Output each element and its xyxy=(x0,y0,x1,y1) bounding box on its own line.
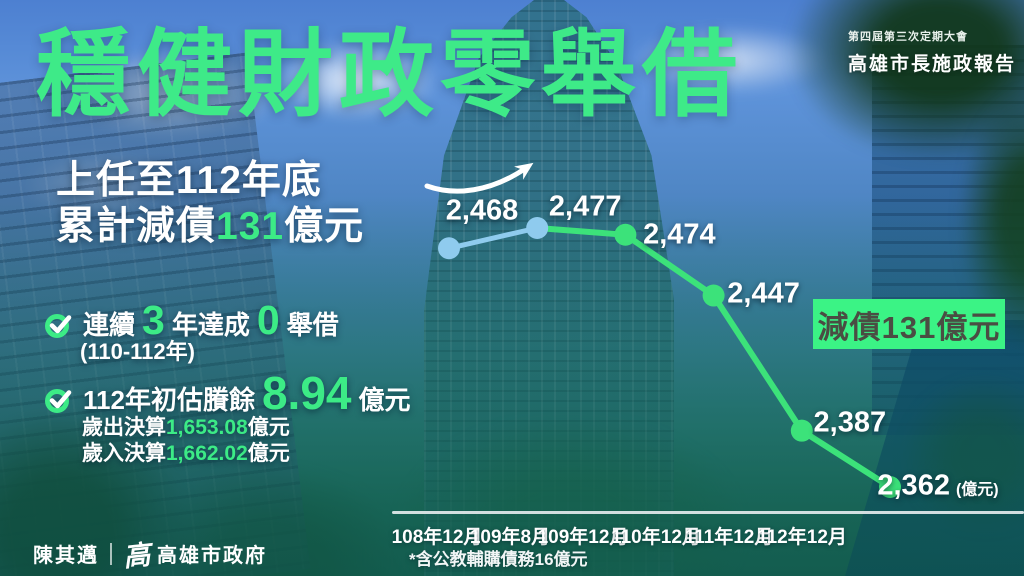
mayor-name: 陳其邁 xyxy=(33,545,99,567)
data-point-label: 2,447 xyxy=(727,277,800,310)
x-axis-label: 112年12月 xyxy=(757,527,847,548)
data-point-dot xyxy=(526,217,549,239)
gov-name: 高雄市政府 xyxy=(157,545,267,567)
surplus-amount: 8.94 xyxy=(261,367,352,419)
report-title: 高雄市長施政報告 xyxy=(848,54,1017,75)
report-header: 第四屆第三次定期大會 高雄市長施政報告 xyxy=(848,28,1016,76)
x-axis-label: 109年12月 xyxy=(537,527,629,548)
data-point-label: 2,387 xyxy=(813,406,887,439)
data-point-label: 2,474 xyxy=(643,218,716,251)
highlight-zero-borrowing: 連續 3 年達成 0 舉借 xyxy=(44,297,339,344)
x-axis-label: 108年12月 xyxy=(391,527,483,548)
x-axis-label: 111年12月 xyxy=(684,527,774,548)
line-segment-highlight xyxy=(446,225,540,251)
x-axis-line xyxy=(392,511,1024,514)
revenue-detail: 歲入決算1,662.02億元 xyxy=(82,442,290,465)
trend-arrow-icon xyxy=(424,162,534,194)
years-range-note: (110-112年) xyxy=(80,339,195,364)
years-count: 3 xyxy=(142,297,165,343)
data-point-label: 2,362 (億元) xyxy=(877,469,999,502)
check-icon xyxy=(45,314,72,338)
data-point-label: 2,477 xyxy=(548,190,622,223)
page-title: 穩健財政零舉借 xyxy=(36,22,744,128)
reduced-amount: 131 xyxy=(216,205,285,249)
data-point-dot xyxy=(790,419,813,442)
data-point-label: 2,468 xyxy=(445,194,519,227)
data-point-dot xyxy=(614,223,637,246)
x-axis-label: 109年8月 xyxy=(469,527,551,548)
kaohsiung-logo-icon: 高 xyxy=(121,539,152,573)
data-point-dot xyxy=(879,475,901,498)
highlight-surplus: 112年初估賸餘 8.94 億元 xyxy=(44,366,411,420)
zero-borrowing: 0 xyxy=(256,297,280,343)
subtitle-line1: 上任至112年底 xyxy=(56,159,322,202)
session-label: 第四屆第三次定期大會 xyxy=(848,31,968,43)
debt-reduction-badge: 減債131億元 xyxy=(813,299,1005,349)
x-axis-label: 110年12月 xyxy=(611,527,701,548)
line-segment-main xyxy=(534,225,893,490)
subtitle: 上任至112年底 累計減債131億元 xyxy=(56,158,364,251)
data-point-dot xyxy=(702,284,725,307)
chart-footnote: *含公教輔購債務16億元 xyxy=(409,550,588,569)
footer-divider xyxy=(110,542,112,565)
footer: 陳其邁 高 高雄市政府 xyxy=(33,534,267,573)
expenditure-detail: 歲出決算1,653.08億元 xyxy=(82,416,290,439)
unit-label: (億元) xyxy=(955,481,999,499)
subtitle-line2: 累計減債131億元 xyxy=(56,205,365,249)
check-icon xyxy=(45,389,72,413)
data-point-dot xyxy=(438,237,460,260)
